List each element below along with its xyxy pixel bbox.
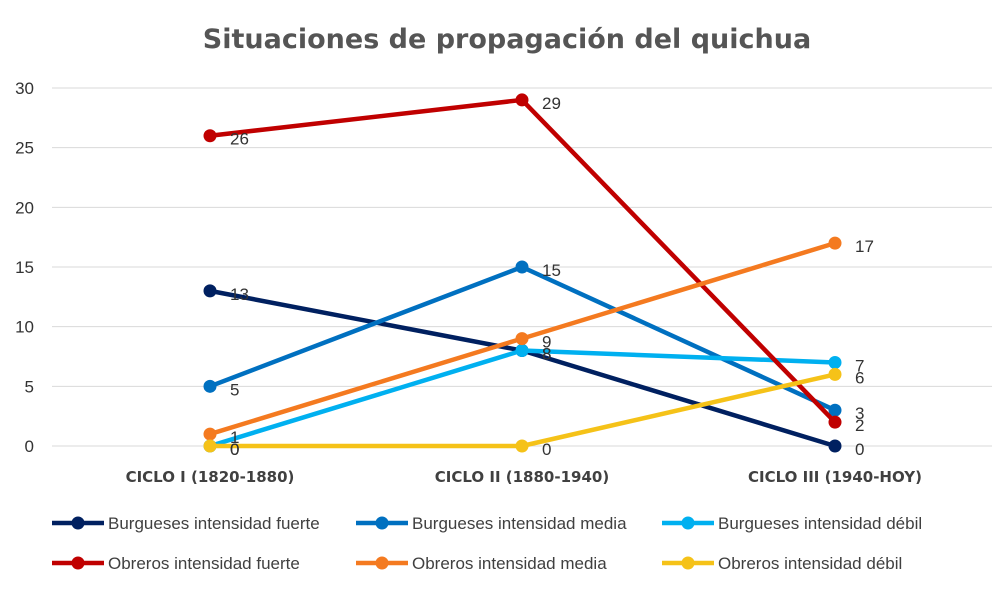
data-label: 0 [542,440,551,459]
data-label: 0 [230,440,239,459]
x-tick-label: CICLO III (1940-HOY) [748,468,922,486]
y-axis-ticks: 0 5 10 15 20 25 30 [15,79,34,456]
data-point [515,439,529,453]
x-tick-label: CICLO I (1820-1880) [126,468,295,486]
data-point [828,355,842,369]
data-point [203,284,217,298]
data-label: 3 [855,404,864,423]
y-tick-label: 5 [25,377,34,396]
legend-label: Burgueses intensidad débil [718,514,922,533]
data-point [203,129,217,143]
legend-item: Obreros intensidad media [356,554,607,573]
y-tick-label: 10 [15,318,34,337]
legend-label: Burgueses intensidad media [412,514,627,533]
data-label: 6 [855,368,864,387]
legend-item: Burgueses intensidad media [356,514,627,533]
legend-label: Obreros intensidad débil [718,554,902,573]
data-point [828,439,842,453]
data-label: 13 [230,285,249,304]
y-tick-label: 15 [15,258,34,277]
data-label: 26 [230,130,249,149]
data-point [515,332,529,346]
data-label: 5 [230,380,239,399]
legend-label: Burgueses intensidad fuerte [108,514,320,533]
data-point [203,379,217,393]
data-point [515,93,529,107]
data-label: 7 [855,356,864,375]
legend-swatch-marker [375,556,389,570]
legend-item: Obreros intensidad fuerte [52,554,300,573]
data-label: 2 [855,416,864,435]
y-tick-label: 25 [15,139,34,158]
data-label: 15 [542,261,561,280]
data-point [203,427,217,441]
legend: Burgueses intensidad fuerte Burgueses int… [52,514,922,573]
data-label: 0 [230,440,239,459]
legend-item: Burgueses intensidad fuerte [52,514,320,533]
data-point [828,415,842,429]
legend-swatch-marker [375,516,389,530]
legend-swatch-marker [71,516,85,530]
data-point [828,367,842,381]
data-point [515,260,529,274]
x-axis-ticks: CICLO I (1820-1880) CICLO II (1880-1940) C… [126,468,922,486]
legend-swatch-marker [681,556,695,570]
data-point [515,344,529,358]
x-tick-label: CICLO II (1880-1940) [435,468,609,486]
data-label: 8 [542,345,551,364]
legend-swatch-marker [681,516,695,530]
data-point [828,236,842,250]
data-label: 17 [855,237,874,256]
chart-title: Situaciones de propagación del quichua [203,24,811,55]
legend-item: Obreros intensidad débil [662,554,902,573]
data-label: 9 [542,333,551,352]
data-label: 0 [855,440,864,459]
y-tick-label: 0 [25,437,34,456]
data-point [828,403,842,417]
y-tick-label: 30 [15,79,34,98]
legend-swatch-marker [71,556,85,570]
legend-item: Burgueses intensidad débil [662,514,922,533]
y-tick-label: 20 [15,198,34,217]
data-label: 8 [542,345,551,364]
series-lines [203,93,842,453]
data-label: 29 [542,94,561,113]
data-label: 1 [230,428,239,447]
data-point [203,439,217,453]
series-line [207,372,838,449]
legend-label: Obreros intensidad media [412,554,607,573]
legend-label: Obreros intensidad fuerte [108,554,300,573]
